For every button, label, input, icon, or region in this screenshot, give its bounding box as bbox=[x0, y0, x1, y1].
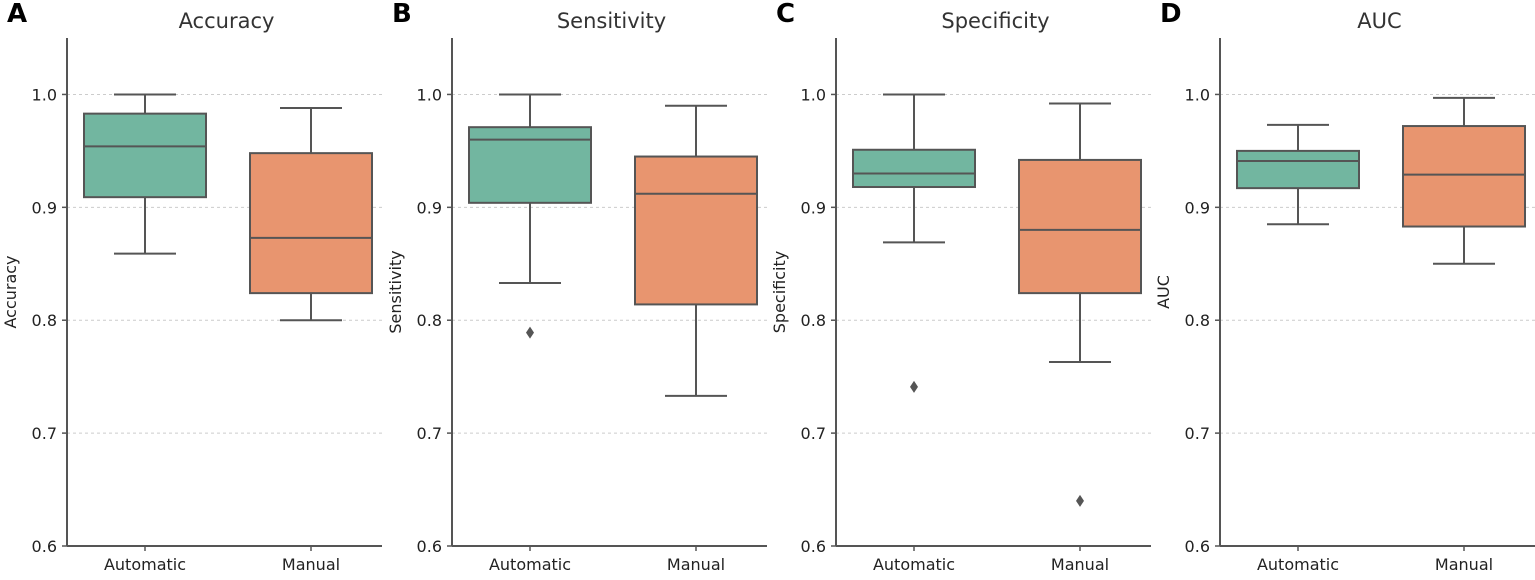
y-tick-label: 0.9 bbox=[1185, 198, 1210, 217]
y-tick-label: 0.9 bbox=[417, 198, 442, 217]
panel-letter: D bbox=[1160, 0, 1182, 29]
y-tick-label: 0.9 bbox=[801, 198, 826, 217]
y-axis-label: Sensitivity bbox=[386, 250, 405, 333]
box-automatic bbox=[1236, 123, 1360, 226]
y-tick-label: 0.6 bbox=[32, 537, 57, 556]
y-tick-label: 0.6 bbox=[1185, 537, 1210, 556]
x-tick-label: Manual bbox=[282, 555, 340, 574]
chart-title: Accuracy bbox=[179, 9, 275, 33]
y-axis-label: AUC bbox=[1154, 275, 1173, 309]
y-tick-label: 0.6 bbox=[801, 537, 826, 556]
box-manual bbox=[1018, 102, 1142, 507]
x-tick-label: Manual bbox=[1051, 555, 1109, 574]
panel-a: 0.6 0.7 0.8 0.9 1.0 A Accuracy Accuracy Automati… bbox=[1, 0, 382, 574]
y-tick-label: 1.0 bbox=[801, 85, 826, 104]
y-tick-label: 0.8 bbox=[32, 311, 57, 330]
y-tick-label: 1.0 bbox=[1185, 85, 1210, 104]
y-tick-label: 0.7 bbox=[32, 424, 57, 443]
chart-title: Sensitivity bbox=[557, 9, 666, 33]
iqr-box bbox=[468, 126, 592, 204]
box-automatic bbox=[83, 93, 207, 255]
x-tick-label: Manual bbox=[1435, 555, 1493, 574]
y-tick-label: 0.7 bbox=[1185, 424, 1210, 443]
panel-letter: C bbox=[776, 0, 795, 29]
box-automatic bbox=[468, 93, 592, 339]
iqr-box bbox=[83, 112, 207, 199]
x-tick-label: Automatic bbox=[489, 555, 571, 574]
y-tick-label: 0.8 bbox=[801, 311, 826, 330]
y-tick-label: 1.0 bbox=[417, 85, 442, 104]
panel-b: 0.6 0.7 0.8 0.9 1.0 B Sensitivity Sensitivity Au… bbox=[386, 0, 767, 574]
iqr-box bbox=[852, 148, 976, 189]
panel-letter: B bbox=[392, 0, 412, 29]
y-tick-label: 0.8 bbox=[1185, 311, 1210, 330]
y-axis-label: Accuracy bbox=[1, 255, 20, 328]
iqr-box bbox=[1018, 158, 1142, 295]
box-manual bbox=[634, 104, 758, 397]
box-manual bbox=[1402, 96, 1526, 265]
iqr-box bbox=[249, 152, 373, 295]
y-tick-label: 0.8 bbox=[417, 311, 442, 330]
panel-c: 0.6 0.7 0.8 0.9 1.0 C Specificity Specificity Au… bbox=[770, 0, 1151, 574]
y-axis-label: Specificity bbox=[770, 251, 789, 333]
iqr-box bbox=[1236, 149, 1360, 190]
outlier-point bbox=[910, 380, 918, 393]
outlier-point bbox=[526, 326, 534, 339]
panel-letter: A bbox=[7, 0, 27, 29]
iqr-box bbox=[634, 155, 758, 306]
x-tick-label: Automatic bbox=[104, 555, 186, 574]
outlier-point bbox=[1076, 494, 1084, 507]
chart-title: Specificity bbox=[941, 9, 1049, 33]
box-automatic bbox=[852, 93, 976, 393]
y-tick-label: 0.7 bbox=[417, 424, 442, 443]
y-tick-label: 0.7 bbox=[801, 424, 826, 443]
x-tick-label: Automatic bbox=[873, 555, 955, 574]
x-tick-label: Manual bbox=[667, 555, 725, 574]
y-tick-label: 1.0 bbox=[32, 85, 57, 104]
panel-d: 0.6 0.7 0.8 0.9 1.0 D AUC AUC Automatic Manual bbox=[1154, 0, 1535, 574]
iqr-box bbox=[1402, 125, 1526, 228]
y-tick-label: 0.6 bbox=[417, 537, 442, 556]
x-tick-label: Automatic bbox=[1257, 555, 1339, 574]
box-manual bbox=[249, 106, 373, 322]
chart-title: AUC bbox=[1357, 9, 1401, 33]
y-tick-label: 0.9 bbox=[32, 198, 57, 217]
